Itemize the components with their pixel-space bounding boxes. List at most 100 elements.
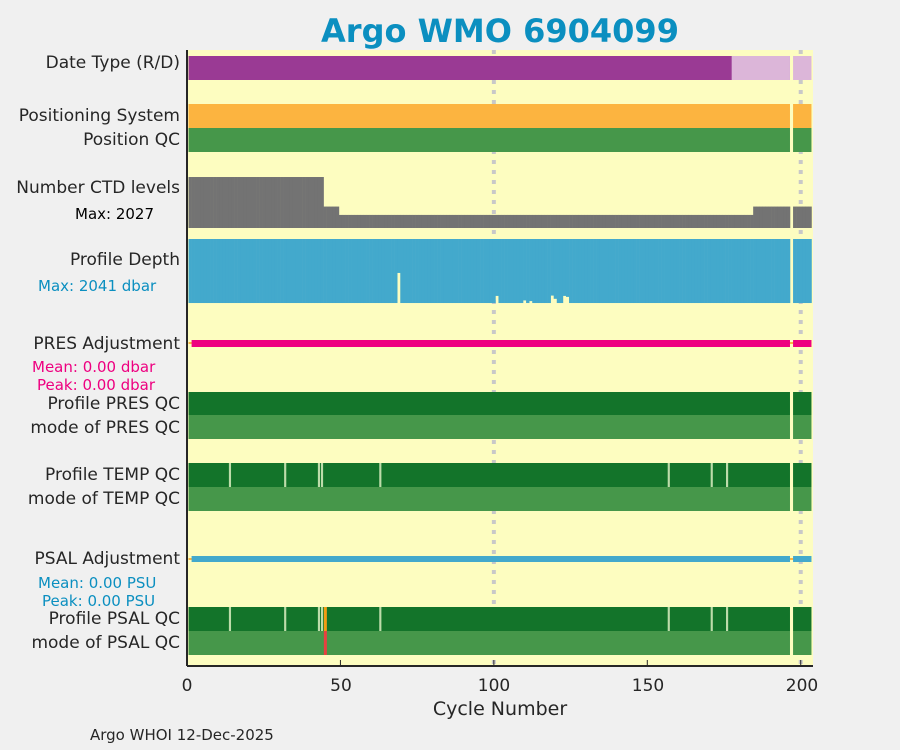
profile-depth-bar	[556, 239, 561, 304]
ctd-levels-bar	[750, 214, 754, 228]
ctd-levels-bar	[387, 214, 392, 228]
label-pres-adj: PRES Adjustment	[33, 334, 180, 354]
ctd-levels-bar	[793, 206, 797, 228]
profile-depth-bar	[375, 239, 380, 304]
profile-depth-bar	[302, 239, 306, 304]
ctd-levels-bar	[305, 177, 309, 228]
ctd-levels-bar	[434, 214, 438, 228]
ctd-levels-bar	[796, 206, 800, 228]
profile-depth-bar	[731, 239, 736, 304]
profile-depth-bar	[234, 239, 238, 304]
profile-depth-bar	[654, 239, 659, 304]
ctd-levels-bar	[667, 214, 671, 228]
ctd-levels-bar	[651, 214, 656, 228]
profile-depth-bar	[409, 239, 413, 304]
profile-depth-bar	[550, 239, 555, 296]
profile-depth-bar	[262, 239, 266, 304]
ctd-levels-bar	[743, 214, 748, 228]
profile-depth-bar	[311, 239, 315, 304]
ctd-levels-bar	[210, 177, 214, 228]
ctd-levels-bar	[200, 177, 205, 228]
profile-depth-bar	[532, 239, 536, 304]
chart-title: Argo WMO 6904099	[321, 12, 679, 50]
profile-depth-bar	[777, 239, 782, 304]
ctd-levels-bar	[483, 214, 487, 228]
psal-adjustment-bar	[191, 556, 790, 562]
profile-depth-bar	[252, 239, 257, 304]
ctd-levels-bar	[529, 214, 533, 228]
temp-qc-flag-mark	[726, 463, 729, 487]
ctd-levels-bar	[231, 177, 235, 228]
ctd-levels-bar	[240, 177, 245, 228]
ctd-levels-bar	[354, 214, 358, 228]
ctd-levels-bar	[366, 214, 370, 228]
profile-depth-bar	[618, 239, 622, 304]
profile-depth-bar	[225, 239, 229, 304]
profile-depth-bar	[289, 239, 294, 304]
profile-depth-bar	[796, 239, 800, 304]
profile-depth-bar	[403, 239, 407, 304]
ctd-levels-bar	[473, 214, 478, 228]
profile-depth-bar	[360, 239, 364, 304]
profile-depth-bar	[231, 239, 235, 304]
profile-depth-bar	[747, 239, 751, 304]
ctd-levels-bar	[452, 214, 456, 228]
profile-depth-bar	[685, 239, 690, 304]
profile-depth-bar	[351, 239, 355, 304]
profile-depth-bar	[743, 239, 748, 304]
temp-qc-flag-mark	[379, 463, 382, 487]
profile-depth-bar	[673, 239, 677, 304]
profile-depth-bar	[805, 239, 809, 304]
profile-depth-bar	[449, 239, 453, 304]
ctd-levels-bar	[648, 214, 653, 228]
profile-depth-bar	[599, 239, 604, 304]
ctd-levels-bar	[455, 214, 459, 228]
profile-depth-bar	[486, 239, 490, 304]
profile-depth-bar	[523, 239, 527, 301]
ctd-levels-bar	[599, 214, 604, 228]
profile-depth-bar	[627, 239, 631, 304]
ctd-levels-bar	[562, 214, 567, 228]
x-tick-label: 0	[181, 676, 193, 696]
profile-depth-bar	[295, 239, 300, 304]
ctd-levels-bar	[225, 177, 229, 228]
ctd-levels-bar	[639, 214, 643, 228]
ctd-levels-bar	[740, 214, 745, 228]
date-type-R-bar	[793, 56, 812, 80]
ctd-levels-bar	[590, 214, 594, 228]
ctd-levels-bar	[569, 214, 573, 228]
profile-depth-bar	[581, 239, 585, 304]
profile-depth-bar	[345, 239, 349, 304]
ctd-levels-bar	[642, 214, 647, 228]
profile-depth-bar	[575, 239, 579, 304]
profile-depth-bar	[332, 239, 337, 304]
ctd-levels-bar	[329, 206, 334, 228]
profile-depth-bar	[697, 239, 702, 304]
profile-depth-bar	[719, 239, 723, 304]
profile-depth-bar	[400, 239, 404, 304]
profile-depth-bar	[572, 239, 576, 304]
profile-depth-bar	[713, 239, 717, 304]
profile-pres-qc-bar	[793, 392, 812, 415]
ctd-levels-bar	[262, 177, 266, 228]
profile-depth-bar	[271, 239, 275, 304]
ctd-levels-bar	[289, 177, 294, 228]
profile-depth-bar	[602, 239, 607, 304]
ctd-levels-bar	[538, 214, 542, 228]
profile-depth-bar	[513, 239, 518, 304]
ctd-levels-bar	[206, 177, 211, 228]
ctd-levels-bar	[256, 177, 260, 228]
profile-depth-bar	[216, 239, 220, 304]
ctd-levels-bar	[510, 214, 515, 228]
x-tick-label: 200	[785, 676, 819, 696]
profile-depth-bar	[480, 239, 484, 304]
label-depth: Profile Depth	[69, 250, 180, 270]
profile-depth-bar	[538, 239, 542, 304]
profile-depth-bar	[467, 239, 472, 304]
ctd-levels-bar	[612, 214, 616, 228]
temp-qc-mode-bar	[793, 487, 812, 511]
label-psal-mean: Mean: 0.00 PSU	[38, 574, 157, 592]
profile-depth-bar	[621, 239, 625, 304]
profile-depth-bar	[725, 239, 729, 304]
